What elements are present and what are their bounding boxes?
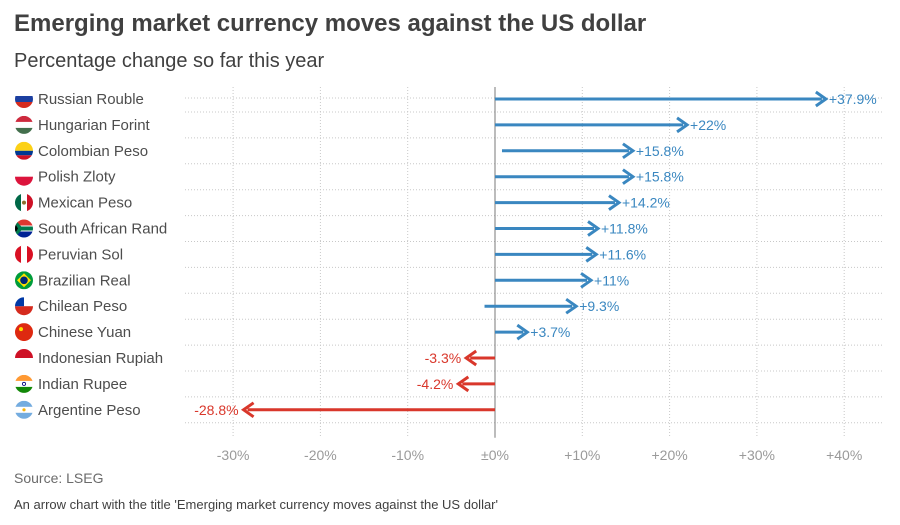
colombia-flag-icon <box>15 141 33 160</box>
category-label: Russian Rouble <box>38 91 144 108</box>
category-label: Chilean Peso <box>38 298 127 315</box>
chart-title: Emerging market currency moves against t… <box>14 10 647 37</box>
x-tick-label: +30% <box>739 447 775 463</box>
value-label: +15.8% <box>636 143 684 159</box>
value-label: +9.3% <box>579 298 619 314</box>
category-label: Indonesian Rupiah <box>38 350 163 367</box>
chart-subtitle: Percentage change so far this year <box>14 50 325 72</box>
x-tick-label: -20% <box>304 447 337 463</box>
source-note: Source: LSEG <box>14 470 104 486</box>
arrow-mark <box>495 323 530 341</box>
mexico-flag-icon <box>15 193 33 212</box>
category-label: Peruvian Sol <box>38 246 123 263</box>
south-africa-flag-icon <box>15 219 33 238</box>
category-label: Mexican Peso <box>38 195 132 212</box>
value-label: +11.8% <box>601 221 648 237</box>
indonesia-flag-icon <box>15 349 33 367</box>
category-label: Brazilian Real <box>38 272 131 289</box>
value-label: -3.3% <box>425 350 462 366</box>
arrow-mark <box>495 272 594 289</box>
poland-flag-icon <box>15 167 33 186</box>
arrow-mark <box>463 349 495 367</box>
arrow-mark <box>495 194 622 211</box>
category-label: Argentine Peso <box>38 402 141 419</box>
arrow-layer: +37.9% +22% +15.8% +15.8% +14.2% +11.8% +11.6%… <box>194 90 877 419</box>
x-tick-label: -10% <box>391 447 424 463</box>
value-label: +22% <box>690 117 726 133</box>
category-labels: Russian Rouble Hungarian Forint Colombian … <box>38 91 167 419</box>
arrow-mark <box>495 220 601 237</box>
arrow-mark <box>495 246 599 263</box>
category-label: Indian Rupee <box>38 376 127 393</box>
arrow-mark <box>455 375 495 393</box>
x-tick-label: -30% <box>217 447 250 463</box>
value-label: +37.9% <box>829 91 877 107</box>
india-flag-icon <box>15 374 33 393</box>
category-label: South African Rand <box>38 221 167 238</box>
x-tick-label: +20% <box>651 447 687 463</box>
x-tick-label: +40% <box>826 447 862 463</box>
category-label: Polish Zloty <box>38 169 116 186</box>
arrow-mark <box>240 401 495 419</box>
brazil-flag-icon <box>15 271 33 290</box>
arrow-mark <box>484 297 579 315</box>
category-label: Colombian Peso <box>38 143 148 160</box>
arrow-mark <box>501 142 636 160</box>
value-label: +11.6% <box>599 246 646 262</box>
arrow-mark <box>495 168 636 185</box>
russia-flag-icon <box>15 90 33 108</box>
peru-flag-icon <box>15 245 33 264</box>
hungary-flag-icon <box>15 115 33 134</box>
arrow-mark <box>495 116 690 134</box>
arrow-mark <box>495 90 829 108</box>
x-tick-label: ±0% <box>481 447 509 463</box>
value-label: +3.7% <box>530 324 570 340</box>
argentina-flag-icon <box>15 400 33 419</box>
x-axis-ticks: -30% -20% -10% ±0% +10% +20% +30% +40% <box>217 447 863 463</box>
grid-layer <box>185 87 883 438</box>
category-label: Hungarian Forint <box>38 117 151 134</box>
category-label: Chinese Yuan <box>38 324 131 341</box>
chile-flag-icon <box>15 297 33 316</box>
flag-layer <box>15 90 33 419</box>
x-tick-label: +10% <box>564 447 600 463</box>
value-label: -28.8% <box>194 402 238 418</box>
china-flag-icon <box>15 323 33 342</box>
value-label: +14.2% <box>622 195 670 211</box>
value-label: +11% <box>594 272 629 288</box>
value-label: +15.8% <box>636 169 684 185</box>
chart-caption: An arrow chart with the title 'Emerging … <box>14 497 498 512</box>
value-label: -4.2% <box>417 376 454 392</box>
